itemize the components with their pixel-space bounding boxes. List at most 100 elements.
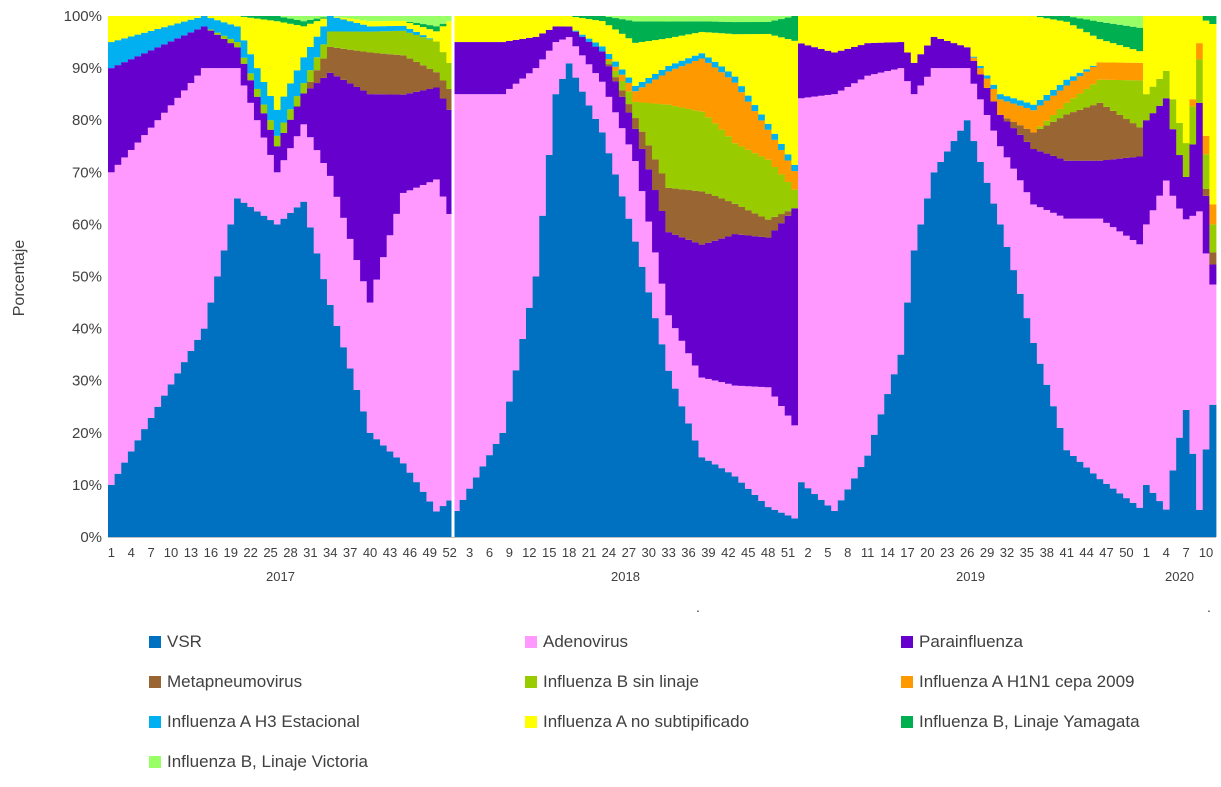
bar-segment [638, 148, 646, 192]
bar-segment [486, 16, 494, 43]
bar-segment [1189, 99, 1197, 107]
x-tick-label: 49 [423, 545, 437, 560]
bar-segment [121, 462, 129, 537]
bar-segment [884, 16, 892, 43]
bar-segment [612, 16, 620, 19]
bar-segment [1136, 507, 1144, 537]
bar-segment [1083, 71, 1091, 89]
bar-segment [731, 143, 739, 204]
bar-segment [360, 24, 368, 32]
bar-segment [725, 16, 733, 22]
bar-segment [386, 94, 394, 236]
bar-segment [665, 187, 673, 233]
bar-segment [433, 26, 441, 32]
bar-segment [1143, 224, 1151, 485]
bar-segment [605, 64, 613, 67]
bar-segment [1050, 155, 1058, 213]
bar-segment [731, 76, 739, 83]
x-tick-label: 10 [164, 545, 178, 560]
bar-segment [665, 38, 673, 66]
bar-segment [665, 104, 673, 188]
bar-segment [784, 515, 792, 537]
bar-segment [691, 190, 699, 243]
bar-segment [214, 68, 222, 277]
bar-segment [134, 440, 142, 537]
legend-item: Influenza B sin linaje [525, 672, 699, 692]
bar-segment [705, 32, 713, 58]
bar-segment [884, 42, 892, 72]
bar-segment [764, 237, 772, 388]
bar-segment [718, 16, 726, 22]
bar-segment [1089, 20, 1097, 36]
bar-segment [1202, 20, 1210, 136]
bar-segment [280, 96, 288, 123]
y-tick-label: 90% [72, 60, 102, 77]
bar-segment [439, 23, 447, 27]
bar-segment [937, 68, 945, 162]
bar-segment [1182, 16, 1190, 144]
bar-segment [718, 382, 726, 469]
bar-segment [771, 396, 779, 510]
bar-segment [1123, 157, 1131, 236]
bar-segment [1050, 19, 1058, 90]
bar-segment [419, 65, 427, 91]
bar-segment [957, 45, 965, 69]
bar-segment [1070, 455, 1078, 537]
bar-segment [598, 21, 606, 47]
bar-segment [685, 21, 693, 35]
bar-segment [426, 88, 434, 183]
bar-segment [691, 242, 699, 366]
bar-segment [638, 266, 646, 537]
bar-segment [307, 23, 315, 47]
bar-segment [917, 85, 925, 225]
bar-segment [1109, 23, 1117, 44]
bar-segment [439, 52, 447, 81]
bar-segment [346, 238, 354, 369]
bar-segment [1083, 69, 1091, 72]
bar-segment [346, 21, 354, 32]
bar-segment [990, 101, 998, 131]
bar-segment [585, 105, 593, 538]
bar-segment [1176, 437, 1184, 537]
bar-segment [778, 174, 786, 215]
legend-label: Parainfluenza [919, 632, 1023, 651]
bar-segment [207, 68, 215, 303]
bar-segment [1176, 208, 1184, 438]
bar-segment [1089, 160, 1097, 219]
y-axis-label: Porcentaje [11, 240, 28, 317]
bar-segment [253, 211, 261, 538]
legend-item: VSR [149, 632, 202, 652]
bar-segment [625, 77, 633, 83]
bar-segment [260, 137, 268, 216]
y-tick-label: 60% [72, 216, 102, 233]
bar-segment [1196, 43, 1204, 60]
x-tick-label: 40 [363, 545, 377, 560]
bar-segment [300, 201, 308, 537]
bar-segment [658, 21, 666, 40]
bar-segment [426, 182, 434, 502]
bar-segment [751, 105, 759, 112]
bar-segment [565, 16, 573, 27]
bar-segment [711, 67, 719, 124]
bar-segment [220, 22, 228, 36]
bar-segment [267, 154, 275, 221]
bar-segment [791, 208, 799, 426]
bar-segment [645, 221, 653, 293]
bar-segment [380, 26, 388, 32]
bar-segment [167, 384, 175, 537]
bar-segment [897, 16, 905, 43]
bar-segment [1116, 62, 1124, 81]
bar-segment [698, 377, 706, 458]
bar-segment [711, 196, 719, 241]
bar-segment [1056, 158, 1064, 216]
bar-segment [950, 43, 958, 69]
bar-segment [990, 203, 998, 537]
bar-segment [711, 61, 719, 68]
bar-segment [1169, 129, 1177, 196]
bar-segment [353, 260, 361, 390]
x-tick-label: 21 [582, 545, 596, 560]
bar-segment [605, 96, 613, 154]
bar-segment [300, 21, 308, 27]
bar-segment [705, 193, 713, 243]
bar-segment [121, 62, 129, 158]
